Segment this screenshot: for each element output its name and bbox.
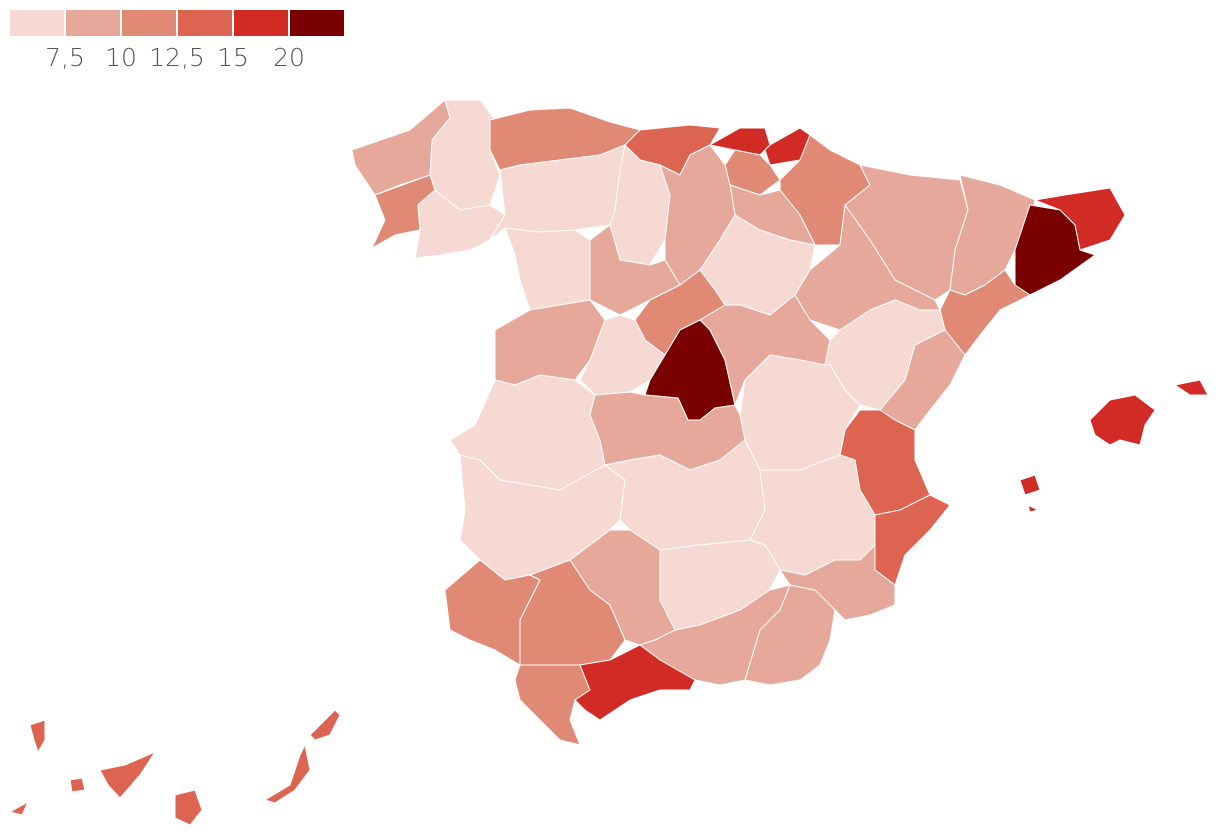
province bbox=[174, 789, 203, 826]
province bbox=[514, 664, 591, 746]
province bbox=[1174, 379, 1209, 396]
province bbox=[69, 777, 86, 793]
legend-swatch bbox=[122, 10, 176, 36]
legend-swatch bbox=[234, 10, 288, 36]
legend-swatch bbox=[178, 10, 232, 36]
province bbox=[1019, 474, 1041, 496]
legend-label: 12,5 bbox=[149, 43, 205, 72]
province bbox=[589, 391, 746, 471]
legend-label: 15 bbox=[217, 43, 249, 72]
legend-swatch bbox=[10, 10, 64, 36]
province bbox=[879, 329, 966, 431]
province bbox=[589, 224, 681, 316]
province bbox=[99, 751, 156, 799]
province bbox=[574, 644, 696, 721]
province bbox=[504, 227, 591, 311]
province bbox=[264, 744, 311, 804]
legend-label: 7,5 bbox=[45, 43, 85, 72]
legend-swatch bbox=[290, 10, 344, 36]
legend: 7,5 10 12,5 15 20 bbox=[10, 10, 344, 72]
province bbox=[309, 709, 341, 741]
legend-label: 20 bbox=[273, 43, 305, 72]
province-map bbox=[9, 99, 1209, 826]
legend-swatch bbox=[66, 10, 120, 36]
province bbox=[9, 801, 29, 816]
legend-label: 10 bbox=[105, 43, 137, 72]
province bbox=[1014, 204, 1096, 296]
province bbox=[29, 719, 46, 753]
province bbox=[459, 454, 626, 581]
province bbox=[1027, 504, 1039, 513]
province bbox=[1089, 394, 1156, 446]
province bbox=[779, 544, 896, 621]
